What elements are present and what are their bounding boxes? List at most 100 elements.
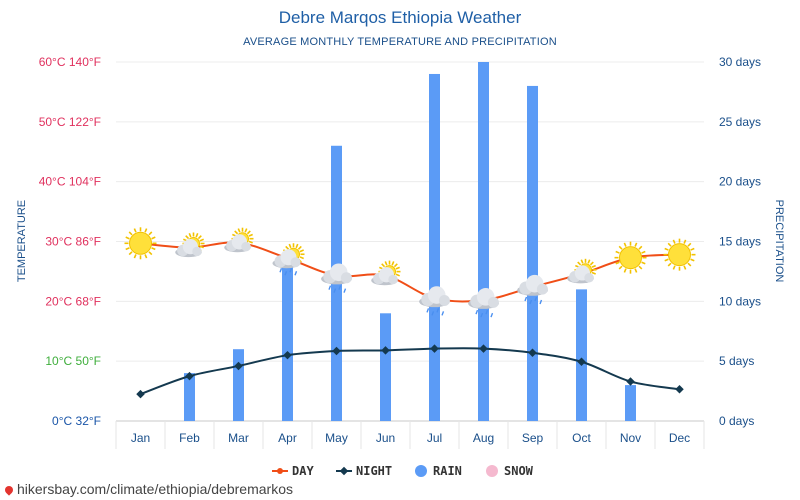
month-label: Jan bbox=[131, 431, 150, 445]
rain-bar bbox=[233, 349, 244, 421]
sunny-icon bbox=[614, 241, 647, 274]
night-point bbox=[136, 389, 145, 399]
left-tick-label: 60°C 140°F bbox=[39, 55, 101, 69]
sun-ray bbox=[683, 265, 687, 270]
legend-marker bbox=[415, 465, 427, 477]
rain-drops bbox=[279, 268, 298, 276]
cloud-part bbox=[487, 296, 499, 308]
sun-ray bbox=[395, 273, 400, 277]
left-tick-label: 30°C 86°F bbox=[45, 235, 101, 249]
partly-cloudy-icon bbox=[175, 232, 205, 258]
cloudy-rain-icon bbox=[419, 286, 450, 316]
sun-disc bbox=[619, 246, 642, 270]
night-line bbox=[140, 347, 680, 396]
left-tick-label: 20°C 68°F bbox=[45, 294, 101, 308]
rain-bar bbox=[478, 62, 489, 421]
right-tick-label: 30 days bbox=[719, 55, 761, 69]
rain-drop bbox=[529, 299, 533, 305]
sun-ray bbox=[128, 251, 133, 256]
sun-ray bbox=[285, 245, 290, 250]
sun-ray bbox=[297, 245, 302, 250]
right-tick-label: 15 days bbox=[719, 235, 761, 249]
cloud-shape bbox=[468, 288, 499, 309]
sun-ray bbox=[615, 250, 620, 254]
rain-drop bbox=[485, 309, 489, 315]
rain-drop bbox=[279, 268, 283, 273]
left-tick-label: 40°C 104°F bbox=[39, 175, 101, 189]
sun-ray bbox=[690, 258, 695, 262]
rain-drop bbox=[343, 288, 347, 293]
sun-ray bbox=[144, 254, 148, 259]
sunny-icon bbox=[124, 227, 157, 260]
right-tick-label: 10 days bbox=[719, 294, 761, 308]
month-label: Mar bbox=[228, 431, 249, 445]
cloudy-rain-icon bbox=[321, 263, 352, 293]
legend-label: NIGHT bbox=[356, 464, 392, 478]
sun-ray bbox=[148, 251, 153, 256]
rain-drop bbox=[524, 296, 528, 302]
left-tick-label: 0°C 32°F bbox=[52, 414, 101, 428]
sun-ray bbox=[641, 261, 646, 265]
month-label: Sep bbox=[522, 431, 544, 445]
cloud-part bbox=[584, 272, 594, 283]
sun-ray bbox=[638, 245, 643, 250]
night-point bbox=[675, 385, 684, 394]
sun-ray bbox=[185, 235, 190, 240]
sun-ray bbox=[672, 265, 676, 270]
sun-ray bbox=[618, 265, 623, 270]
sun-ray bbox=[391, 261, 395, 266]
night-point bbox=[626, 377, 635, 386]
chart-title: Debre Marqos Ethiopia Weather bbox=[278, 8, 522, 27]
sun-rays bbox=[663, 238, 696, 271]
source-footer[interactable]: hikersbay.com/climate/ethiopia/debremark… bbox=[3, 481, 293, 497]
month-label: Feb bbox=[179, 431, 200, 445]
rain-bar bbox=[380, 313, 391, 421]
cloud-part bbox=[192, 246, 202, 257]
night-point bbox=[528, 348, 537, 358]
cloud-shape bbox=[419, 286, 450, 308]
night-point bbox=[479, 344, 488, 353]
cloud-shape bbox=[224, 234, 251, 253]
rain-drop bbox=[431, 311, 435, 316]
sun-ray bbox=[299, 249, 304, 253]
partly-cloudy-icon bbox=[371, 260, 401, 286]
sun-ray bbox=[615, 261, 620, 265]
sun-ray bbox=[589, 261, 594, 266]
sun-ray bbox=[199, 238, 204, 242]
sun-ray bbox=[188, 233, 192, 238]
night-point bbox=[234, 361, 243, 371]
sun-ray bbox=[687, 242, 692, 247]
sun-rays bbox=[614, 241, 647, 274]
sunny-icon bbox=[663, 238, 696, 271]
sun-ray bbox=[618, 245, 623, 250]
sun-ray bbox=[591, 264, 596, 268]
sun-ray bbox=[634, 242, 638, 247]
cloud-part bbox=[241, 241, 251, 252]
cloud-part bbox=[340, 272, 352, 284]
rain-drop bbox=[426, 308, 430, 313]
sun-ray bbox=[288, 243, 292, 249]
source-link[interactable]: hikersbay.com/climate/ethiopia/debremark… bbox=[17, 481, 293, 497]
night-point bbox=[283, 350, 292, 360]
sun-ray bbox=[195, 233, 199, 238]
sun-rays bbox=[124, 227, 157, 260]
cloud-part bbox=[438, 295, 450, 307]
sun-ray bbox=[591, 271, 596, 275]
legend-marker bbox=[486, 465, 498, 477]
sun-ray bbox=[577, 261, 582, 266]
sun-ray bbox=[128, 231, 133, 236]
rain-drop bbox=[284, 271, 288, 276]
left-tick-label: 10°C 50°F bbox=[45, 354, 101, 368]
cloud-shape bbox=[517, 274, 548, 296]
rain-bar bbox=[184, 373, 195, 421]
month-label: Apr bbox=[278, 431, 297, 445]
cloud-part bbox=[388, 274, 398, 285]
sun-ray bbox=[381, 263, 386, 268]
sun-ray bbox=[295, 243, 299, 249]
sun-ray bbox=[623, 242, 627, 247]
month-label: Jun bbox=[376, 431, 395, 445]
sun-ray bbox=[197, 235, 202, 240]
partly-cloudy-icon bbox=[567, 258, 597, 284]
rain-drop bbox=[490, 312, 494, 318]
